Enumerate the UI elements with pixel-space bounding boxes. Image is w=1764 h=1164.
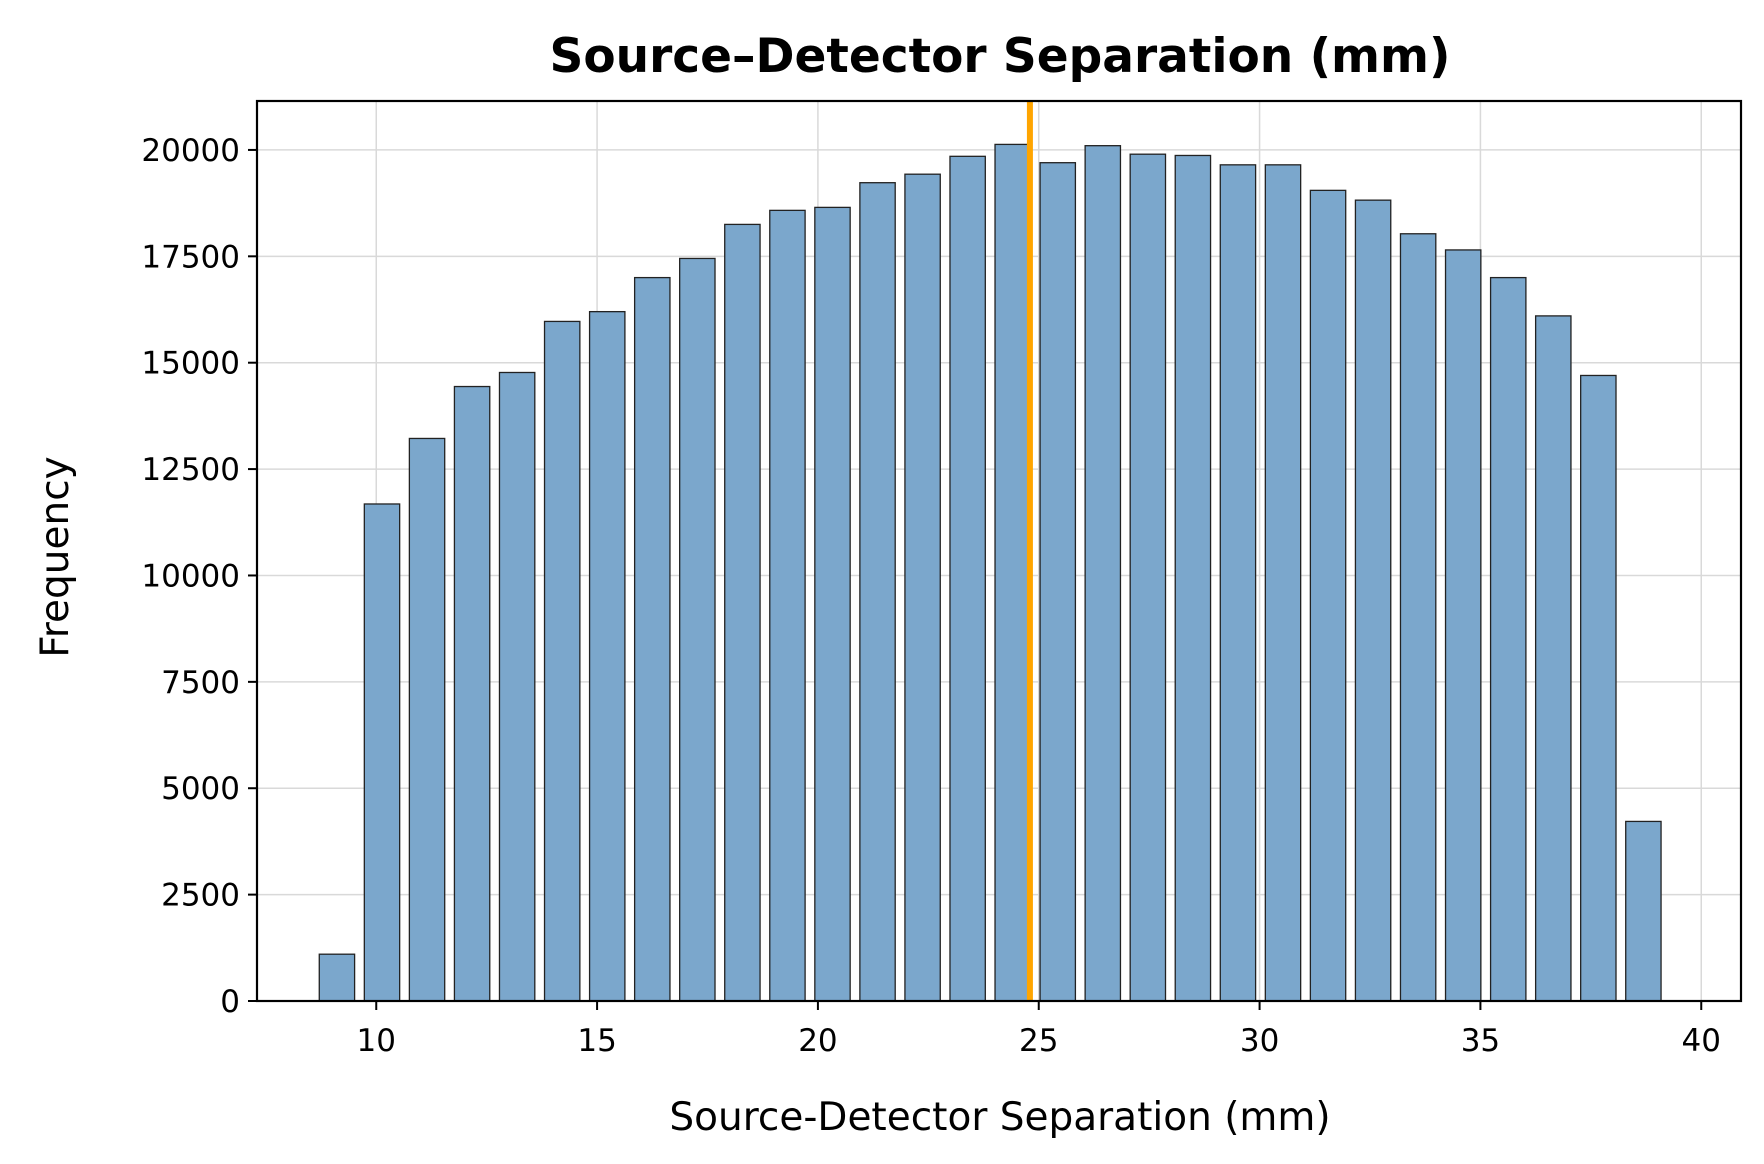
histogram-bar [1039, 162, 1077, 1002]
histogram-bar [1174, 154, 1212, 1002]
histogram-bar [1084, 145, 1122, 1002]
histogram-bar [453, 385, 491, 1002]
histogram-bar [1354, 199, 1392, 1002]
x-tick-label: 35 [1461, 1023, 1500, 1059]
histogram-bar [859, 182, 896, 1002]
plot-frame [255, 99, 1743, 1003]
histogram-bar [1444, 249, 1482, 1002]
histogram-bar [588, 310, 626, 1002]
bars [318, 143, 1662, 1002]
histogram-bar [1264, 164, 1302, 1002]
histogram-bar [498, 371, 536, 1002]
histogram-bar [1309, 189, 1347, 1002]
y-tick-label: 0 [220, 984, 240, 1020]
y-tick-label: 2500 [161, 878, 240, 914]
y-tick-label: 12500 [141, 452, 240, 488]
y-tick-label: 20000 [141, 133, 240, 169]
x-tick-label: 30 [1240, 1023, 1279, 1059]
histogram-bar [1580, 374, 1617, 1002]
histogram-bar [1219, 164, 1257, 1002]
histogram-bar [949, 155, 986, 1002]
y-axis-label: Frequency [33, 456, 78, 657]
histogram-bar [543, 320, 581, 1002]
histogram-bar [318, 953, 356, 1002]
histogram-bar [363, 503, 401, 1002]
histogram-bar [408, 437, 446, 1002]
y-tick-label: 10000 [141, 558, 240, 594]
x-tick-label: 20 [798, 1023, 837, 1059]
y-axis-ticks: 0 2500 5000 7500 10000 12500 15000 17500 20000 [141, 133, 257, 1020]
x-tick-label: 10 [357, 1023, 396, 1059]
y-tick-label: 17500 [141, 239, 240, 275]
histogram-bar [1625, 820, 1662, 1002]
histogram-bar [769, 209, 806, 1002]
histogram-bar [904, 173, 941, 1002]
histogram-bar [1534, 315, 1572, 1002]
x-tick-label: 15 [577, 1023, 616, 1059]
x-axis-ticks: 10 15 20 25 30 35 40 [357, 1001, 1721, 1059]
x-tick-label: 40 [1682, 1023, 1721, 1059]
y-tick-label: 5000 [161, 771, 240, 807]
x-axis-label: Source-Detector Separation (mm) [669, 1095, 1330, 1140]
histogram-bar [633, 276, 671, 1002]
histogram-bar [724, 223, 761, 1002]
chart-title: Source–Detector Separation (mm) [550, 29, 1451, 84]
histogram-bar [994, 143, 1032, 1002]
histogram-bar [1399, 233, 1437, 1002]
y-tick-label: 15000 [141, 346, 240, 382]
histogram-bar [1489, 276, 1527, 1002]
y-tick-label: 7500 [161, 665, 240, 701]
histogram-bar [1129, 153, 1167, 1002]
x-tick-label: 25 [1019, 1023, 1058, 1059]
histogram-bar [814, 206, 851, 1002]
histogram-bar [679, 257, 716, 1002]
